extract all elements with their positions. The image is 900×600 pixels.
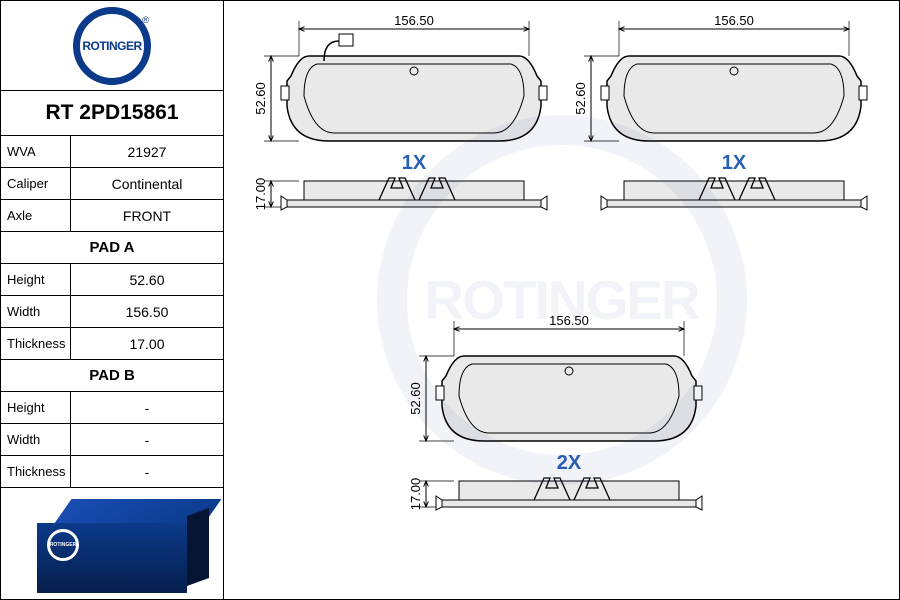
svg-text:1X: 1X [402, 152, 427, 174]
pad-a-height: Height 52.60 [1, 264, 223, 296]
spec-label: Axle [1, 200, 71, 231]
svg-text:156.50: 156.50 [394, 13, 434, 28]
spec-label: WVA [1, 136, 71, 167]
svg-text:52.60: 52.60 [573, 82, 588, 115]
technical-diagram: 156.50 52.60 1X 17.00 156.50 52.60 1X 156.50 52.… [224, 1, 899, 599]
brake-pad-top-right: 156.50 52.60 1X [573, 13, 867, 210]
spec-label: Thickness [1, 456, 71, 487]
svg-text:52.60: 52.60 [253, 82, 268, 115]
pad-a-thickness: Thickness 17.00 [1, 328, 223, 360]
spec-value: - [71, 424, 223, 455]
spec-value: 156.50 [71, 296, 223, 327]
svg-text:52.60: 52.60 [408, 382, 423, 415]
box-logo-text: ROTINGER [50, 542, 76, 548]
pad-b-thickness: Thickness - [1, 456, 223, 488]
diagram-panel: ROTINGER 156.5052.601X17.00156.5052.601X… [224, 1, 899, 599]
pad-a-header: PAD A [1, 232, 223, 264]
svg-text:2X: 2X [557, 452, 582, 474]
rotinger-logo-icon: ROTINGER ® [73, 7, 151, 85]
pad-b-width: Width - [1, 424, 223, 456]
pad-b-header: PAD B [1, 360, 223, 392]
brake-pad-top-left: 156.50 52.60 1X 17.00 [253, 13, 547, 210]
spec-value: - [71, 392, 223, 423]
spec-label: Width [1, 424, 71, 455]
svg-text:156.50: 156.50 [549, 313, 589, 328]
logo-area: ROTINGER ® [1, 1, 223, 91]
spec-row-caliper: Caliper Continental [1, 168, 223, 200]
spec-value: - [71, 456, 223, 487]
pad-b-height: Height - [1, 392, 223, 424]
spec-label: Caliper [1, 168, 71, 199]
product-box-image: ROTINGER [1, 489, 223, 599]
spec-sheet-container: ROTINGER ® RT 2PD15861 WVA 21927 Caliper… [0, 0, 900, 600]
spec-value: FRONT [71, 200, 223, 231]
part-number: RT 2PD15861 [1, 91, 223, 136]
spec-label: Width [1, 296, 71, 327]
left-panel: ROTINGER ® RT 2PD15861 WVA 21927 Caliper… [1, 1, 224, 599]
spec-value: 17.00 [71, 328, 223, 359]
registered-icon: ® [142, 15, 149, 25]
spec-label: Height [1, 264, 71, 295]
spec-label: Height [1, 392, 71, 423]
svg-text:1X: 1X [722, 152, 747, 174]
brake-pad-bottom: 156.50 52.60 2X 17.00 [408, 313, 702, 510]
svg-text:156.50: 156.50 [714, 13, 754, 28]
spec-value: 21927 [71, 136, 223, 167]
svg-text:17.00: 17.00 [253, 178, 268, 211]
spec-label: Thickness [1, 328, 71, 359]
spec-value: 52.60 [71, 264, 223, 295]
pad-a-width: Width 156.50 [1, 296, 223, 328]
spec-value: Continental [71, 168, 223, 199]
spec-row-wva: WVA 21927 [1, 136, 223, 168]
spec-row-axle: Axle FRONT [1, 200, 223, 232]
logo-brand-text: ROTINGER [82, 39, 141, 53]
svg-text:17.00: 17.00 [408, 478, 423, 511]
